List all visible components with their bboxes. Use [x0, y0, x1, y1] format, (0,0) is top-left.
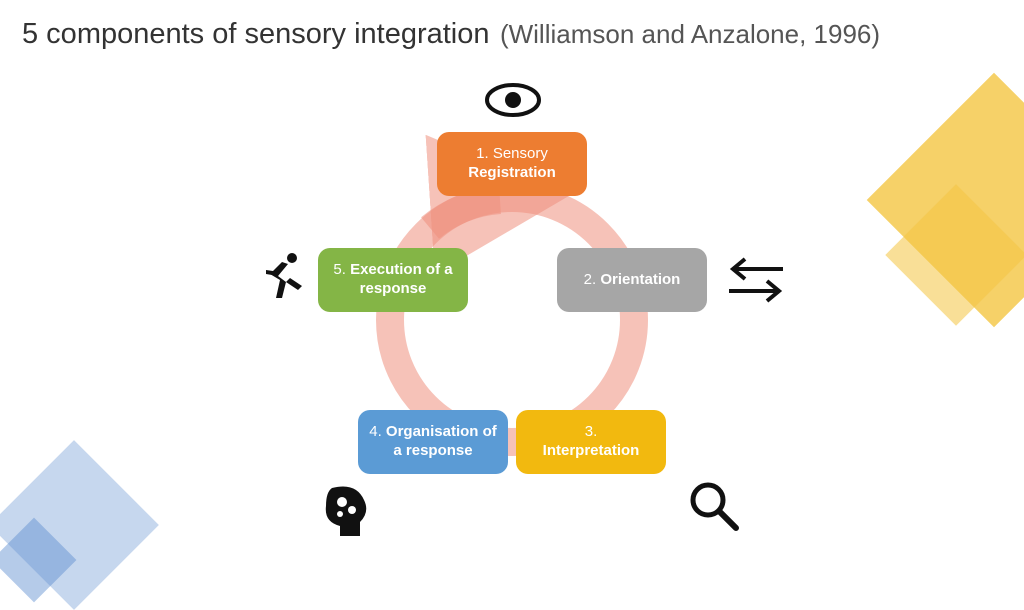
cycle-node-label: 2. Orientation [584, 271, 681, 290]
cycle-node-2: 2. Orientation [557, 248, 707, 312]
magnifier-icon [688, 480, 742, 534]
cycle-node-label: 5. Execution of a response [328, 261, 458, 299]
cycle-node-label: 4. Organisation of a response [368, 423, 498, 461]
brain-gears-icon [318, 482, 378, 542]
cycle-node-4: 4. Organisation of a response [358, 410, 508, 474]
cycle-node-1: 1. Sensory Registration [437, 132, 587, 196]
eye-icon [485, 80, 541, 120]
cycle-node-5: 5. Execution of a response [318, 248, 468, 312]
cycle-diagram: 1. Sensory Registration 2. Orientation 3… [0, 0, 1024, 576]
runner-icon [258, 250, 310, 308]
swap-arrows-icon [725, 255, 787, 305]
cycle-node-label: 1. Sensory Registration [468, 145, 556, 183]
cycle-node-3: 3.Interpretation [516, 410, 666, 474]
cycle-node-label: 3.Interpretation [543, 423, 640, 461]
